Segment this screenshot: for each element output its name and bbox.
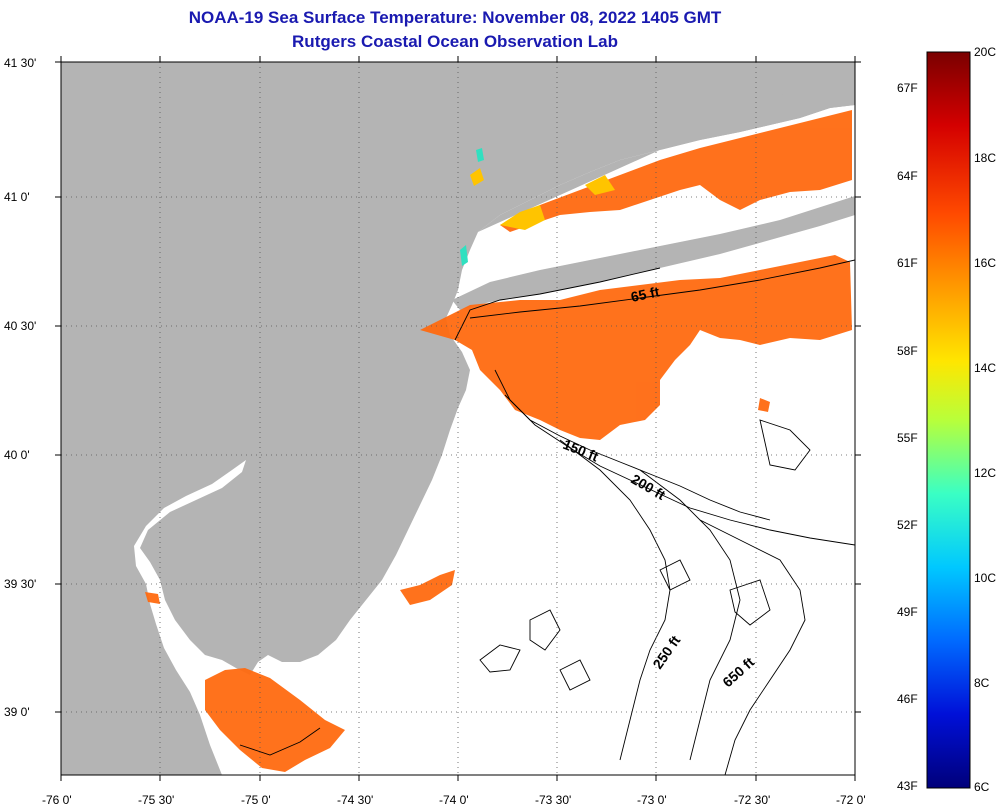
sst-patches [145,110,852,772]
lon-label-76-0: -76 0' [42,793,72,807]
colorbar-f-52: 52F [897,518,918,532]
colorbar-c-10: 10C [974,571,997,585]
chart-subtitle: Rutgers Coastal Ocean Observation Lab [292,32,618,51]
lon-label-75-30: -75 30' [138,793,175,807]
contour-label-65ft: 65 ft [629,283,661,305]
colorbar-f-43: 43F [897,779,918,793]
colorbar-f-49: 49F [897,605,918,619]
lat-label-39-0: 39 0' [4,705,30,719]
colorbar-c-8: 8C [974,676,990,690]
lon-label-72-0: -72 0' [836,793,866,807]
lon-label-72-30: -72 30' [734,793,771,807]
colorbar-c-16: 16C [974,256,997,270]
lon-label-73-0: -73 0' [637,793,667,807]
colorbar-c-6: 6C [974,780,990,794]
chart-title: NOAA-19 Sea Surface Temperature: Novembe… [188,8,722,27]
lat-label-40-30: 40 30' [4,319,37,333]
colorbar-f-46: 46F [897,692,918,706]
colorbar-f-58: 58F [897,344,918,358]
colorbar-f-64: 64F [897,169,918,183]
colorbar-f-61: 61F [897,256,918,270]
colorbar-f-67: 67F [897,81,918,95]
colorbar-c-20: 20C [974,45,997,59]
ct-shoreline-land [478,62,855,232]
lon-label-74-0: -74 0' [439,793,469,807]
axis-ticks [55,56,861,781]
colorbar-c-12: 12C [974,466,997,480]
bathymetry-contours [239,259,855,775]
land-mass [61,62,855,775]
long-island [452,196,855,310]
lon-label-75-0: -75 0' [241,793,271,807]
colorbar-f-55: 55F [897,431,918,445]
lat-label-39-30: 39 30' [4,577,37,591]
colorbar-c-14: 14C [974,361,997,375]
lat-label-41-0: 41 0' [4,190,30,204]
lon-label-73-30: -73 30' [535,793,572,807]
colorbar-c-18: 18C [974,151,997,165]
sst-yellow-patches [470,168,615,230]
lon-label-74-30: -74 30' [337,793,374,807]
colorbar [926,51,971,789]
sst-cool-patches [460,148,484,266]
lat-label-41-30: 41 30' [4,56,37,70]
lat-label-40-0: 40 0' [4,448,30,462]
